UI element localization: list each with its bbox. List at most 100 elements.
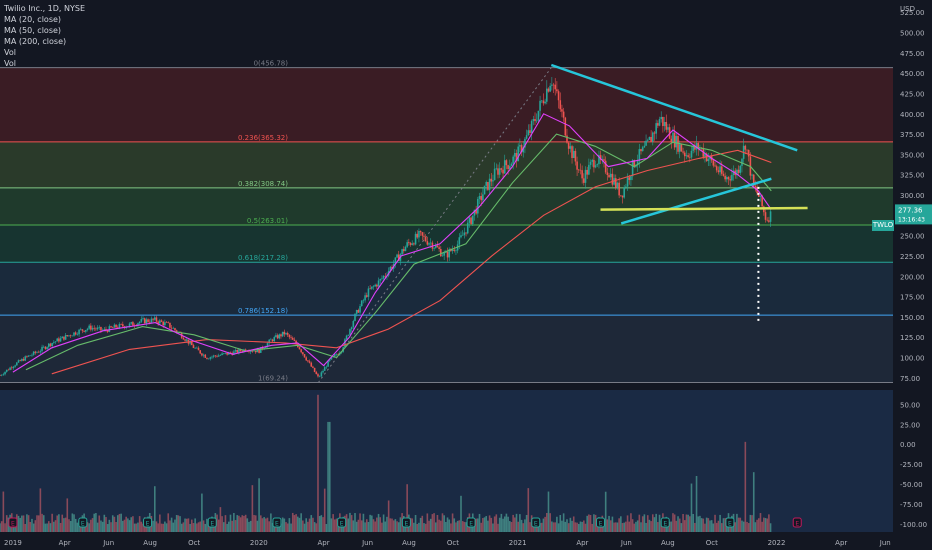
candle-body — [604, 160, 607, 173]
candle-body — [663, 121, 666, 127]
candle-body — [147, 319, 149, 322]
candle-body — [85, 330, 87, 332]
candle-body — [318, 376, 321, 377]
volume-bar — [689, 516, 691, 532]
volume-bar — [482, 518, 484, 532]
volume-bar — [754, 522, 757, 532]
volume-bar — [668, 521, 671, 532]
candle-body — [692, 145, 694, 151]
candle-body — [564, 117, 567, 136]
candle-body — [751, 174, 753, 176]
volume-bar — [515, 513, 518, 532]
volume-bar — [604, 491, 607, 532]
volume-bar — [446, 517, 449, 532]
time-tick-label: Jun — [361, 539, 373, 547]
earnings-event-marker: E — [466, 517, 476, 528]
volume-bar — [448, 519, 451, 532]
volume-bar — [7, 517, 10, 532]
volume-bar — [572, 516, 575, 532]
candle-body — [577, 169, 580, 171]
volume-bar — [298, 517, 301, 532]
volume-bar — [498, 517, 501, 532]
candle-body — [433, 247, 435, 249]
candle-body — [477, 198, 479, 214]
candle-body — [485, 181, 488, 186]
volume-bar — [194, 518, 196, 532]
price-tick-label: 325.00 — [900, 172, 925, 180]
volume-bar — [648, 519, 651, 532]
volume-bar — [682, 513, 684, 532]
candle-body — [241, 351, 244, 352]
volume-bar — [741, 520, 743, 532]
candle-body — [606, 172, 609, 176]
volume-bar — [581, 521, 583, 532]
volume-bar — [53, 521, 55, 532]
volume-bar — [357, 519, 360, 532]
candle-body — [670, 138, 673, 143]
candle-body — [463, 232, 466, 236]
candle-body — [579, 169, 582, 171]
candle-body — [152, 318, 154, 320]
event-label: E — [81, 521, 85, 528]
candle-body — [436, 245, 439, 248]
volume-bar — [185, 518, 188, 532]
volume-bars — [0, 394, 772, 532]
volume-bar — [433, 513, 435, 532]
candle-body — [438, 247, 440, 249]
volume-bar — [359, 513, 361, 532]
candle-body — [714, 165, 716, 167]
candle-body — [657, 123, 659, 126]
volume-bar — [128, 520, 131, 532]
volume-bar — [611, 516, 614, 532]
candle-body — [581, 170, 583, 179]
candle-body — [744, 145, 747, 150]
volume-bar — [524, 519, 526, 532]
candle-body — [96, 327, 99, 330]
candle-body — [662, 116, 664, 127]
volume-bar — [328, 421, 331, 532]
price-tick-label: 400.00 — [900, 111, 925, 119]
price-tick-label: 475.00 — [900, 50, 925, 58]
candle-body — [677, 135, 679, 152]
candle-body — [571, 146, 573, 159]
volume-bar — [219, 507, 222, 532]
volume-bar — [177, 515, 180, 532]
candle-body — [73, 332, 75, 336]
event-box — [337, 517, 347, 528]
candle-body — [419, 230, 422, 233]
volume-bar — [291, 512, 294, 532]
volume-bar — [105, 517, 107, 532]
candle-body — [148, 321, 151, 323]
volume-bar — [135, 523, 138, 532]
candle-body — [465, 232, 467, 234]
candle-body — [367, 288, 370, 297]
candle-body — [153, 317, 156, 320]
volume-bar — [492, 523, 494, 532]
candle-body — [256, 349, 259, 353]
volume-bar — [616, 522, 619, 532]
candle-body — [217, 355, 220, 357]
volume-bar — [206, 518, 208, 532]
volume-bar — [159, 514, 161, 532]
volume-bar — [419, 517, 422, 532]
volume-bar — [5, 515, 8, 532]
candle-body — [406, 242, 408, 247]
candle-body — [42, 346, 45, 348]
volume-bar — [241, 515, 244, 532]
volume-bar — [22, 515, 25, 532]
volume-bar — [312, 517, 314, 532]
volume-bar — [455, 522, 457, 532]
volume-bar — [49, 523, 52, 532]
volume-bar — [116, 515, 119, 532]
candle-body — [508, 166, 511, 170]
volume-bar — [249, 520, 252, 532]
event-box — [466, 517, 476, 528]
candle-body — [441, 255, 444, 257]
fib-label-1: 1(69.24) — [258, 374, 288, 382]
volume-bar — [352, 520, 355, 532]
candle-body — [591, 159, 594, 162]
volume-bar — [93, 513, 96, 532]
candle-body — [689, 156, 691, 158]
event-box — [401, 517, 411, 528]
